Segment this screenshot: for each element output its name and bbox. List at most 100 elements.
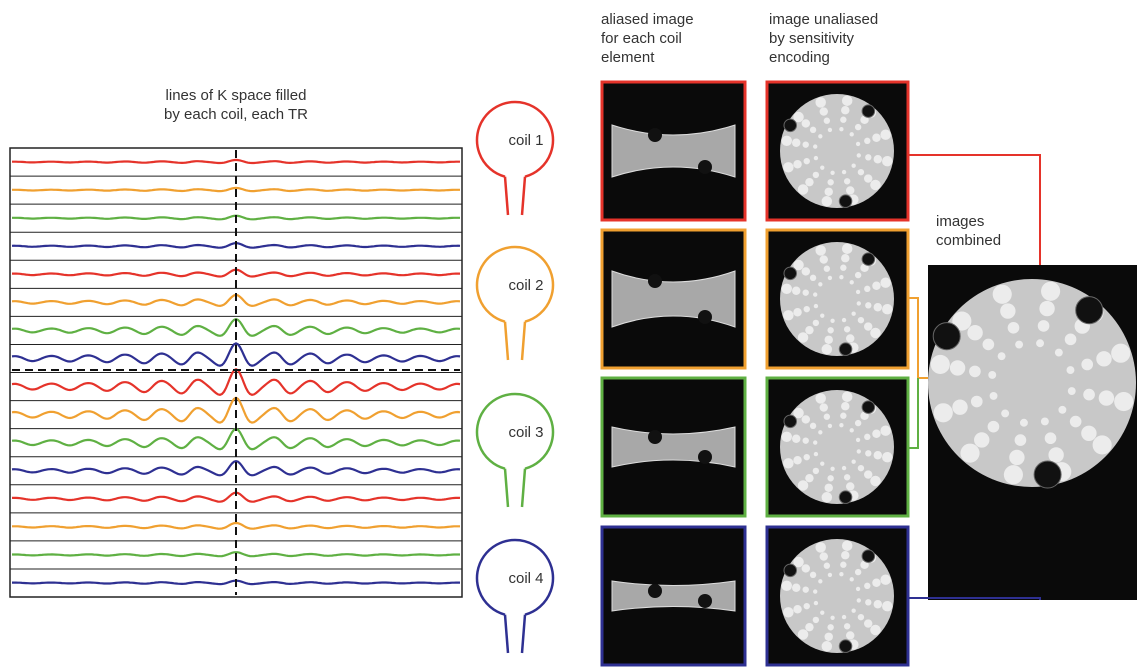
- phantom-dot: [844, 326, 850, 332]
- marker: [784, 564, 797, 577]
- phantom-dot: [865, 450, 871, 456]
- phantom-dot: [1070, 416, 1082, 428]
- phantom-dot: [880, 129, 890, 139]
- phantom-dot: [865, 154, 871, 160]
- phantom-dot: [857, 598, 861, 602]
- phantom-dot: [882, 304, 892, 314]
- phantom-dot: [993, 285, 1012, 304]
- label-line: lines of K space filled: [166, 87, 307, 104]
- phantom-dot: [830, 319, 834, 323]
- phantom: [780, 94, 894, 208]
- phantom-dot: [1039, 301, 1054, 316]
- marker: [698, 450, 712, 464]
- phantom-dot: [825, 633, 833, 641]
- phantom-dot: [952, 399, 967, 414]
- phantom-dot: [1020, 419, 1028, 427]
- phantom-dot: [793, 160, 801, 168]
- phantom: [928, 279, 1136, 487]
- phantom-dot: [856, 290, 860, 294]
- phantom: [780, 390, 894, 504]
- label-line: combined: [936, 232, 1001, 249]
- phantom-dot: [844, 474, 850, 480]
- panels: [602, 82, 1137, 665]
- phantom-dot: [840, 265, 846, 271]
- phantom-dot: [842, 170, 846, 174]
- phantom-dot: [882, 601, 892, 611]
- label-line: by each coil, each TR: [164, 106, 308, 123]
- coil: coil 1: [477, 102, 553, 215]
- phantom-dot: [813, 468, 819, 474]
- phantom-dot: [818, 579, 822, 583]
- phantom-dot: [818, 134, 822, 138]
- marker: [648, 128, 662, 142]
- phantom-dot: [857, 301, 861, 305]
- phantom-dot: [825, 336, 833, 344]
- phantom-dot: [864, 583, 870, 589]
- phantom-dot: [828, 128, 832, 132]
- phantom-dot: [822, 196, 832, 206]
- phantom-dot: [872, 579, 880, 587]
- phantom-dot: [870, 625, 880, 635]
- phantom-dot: [1114, 392, 1133, 411]
- phantom-dot: [798, 332, 808, 342]
- phantom-dot: [792, 139, 800, 147]
- marker: [698, 594, 712, 608]
- phantom-dot: [988, 421, 1000, 433]
- diagram: lines of K space filled by each coil, ea…: [0, 0, 1137, 668]
- phantom-dot: [830, 467, 834, 471]
- phantom-dot: [864, 434, 870, 440]
- phantom-dot: [802, 415, 810, 423]
- phantom-dot: [842, 540, 852, 550]
- marker: [784, 415, 797, 428]
- unaliased-panel: [767, 527, 908, 665]
- marker: [839, 195, 852, 208]
- phantom-dot: [813, 617, 819, 623]
- phantom-dot: [814, 304, 818, 308]
- phantom-dot: [1048, 447, 1063, 462]
- phantom-dot: [792, 287, 800, 295]
- phantom-dot: [802, 119, 810, 127]
- phantom-dot: [805, 326, 813, 334]
- phantom-dot: [858, 169, 864, 175]
- phantom-dot: [1045, 432, 1057, 444]
- marker: [1076, 297, 1103, 324]
- phantom-dot: [827, 179, 833, 185]
- phantom-dot: [842, 466, 846, 470]
- phantom-dot: [805, 178, 813, 186]
- phantom-dot: [1111, 344, 1130, 363]
- phantom-dot: [798, 480, 808, 490]
- phantom-dot: [1004, 465, 1023, 484]
- phantom-dot: [858, 614, 864, 620]
- phantom-dot: [824, 266, 830, 272]
- marker: [1034, 461, 1061, 488]
- phantom-dot: [825, 484, 833, 492]
- phantom-dot: [855, 569, 861, 575]
- phantom-dot: [813, 144, 817, 148]
- phantom-dot: [820, 165, 824, 169]
- phantom-dot: [827, 475, 833, 481]
- marker: [648, 430, 662, 444]
- phantom-dot: [1001, 409, 1009, 417]
- phantom-dot: [1065, 334, 1077, 346]
- phantom-dot: [840, 117, 846, 123]
- phantom-dot: [874, 451, 882, 459]
- phantom-dot: [842, 615, 846, 619]
- unaliased-panel: [767, 230, 908, 368]
- phantom-dot: [813, 320, 819, 326]
- phantom-dot: [840, 413, 846, 419]
- phantom-dot: [803, 289, 809, 295]
- coil-label: coil 4: [508, 570, 543, 587]
- phantom-dot: [822, 641, 832, 651]
- coil-loop: [477, 102, 553, 215]
- phantom-dot: [864, 286, 870, 292]
- phantom-dot: [792, 435, 800, 443]
- phantom-dot: [858, 465, 864, 471]
- phantom-dot: [803, 437, 809, 443]
- phantom-dot: [793, 605, 801, 613]
- phantom: [780, 242, 894, 356]
- coil-loop: [477, 540, 553, 653]
- phantom-dot: [1096, 351, 1111, 366]
- phantom-dot: [1081, 426, 1096, 441]
- phantom-dot: [820, 255, 828, 263]
- phantom-dot: [783, 162, 793, 172]
